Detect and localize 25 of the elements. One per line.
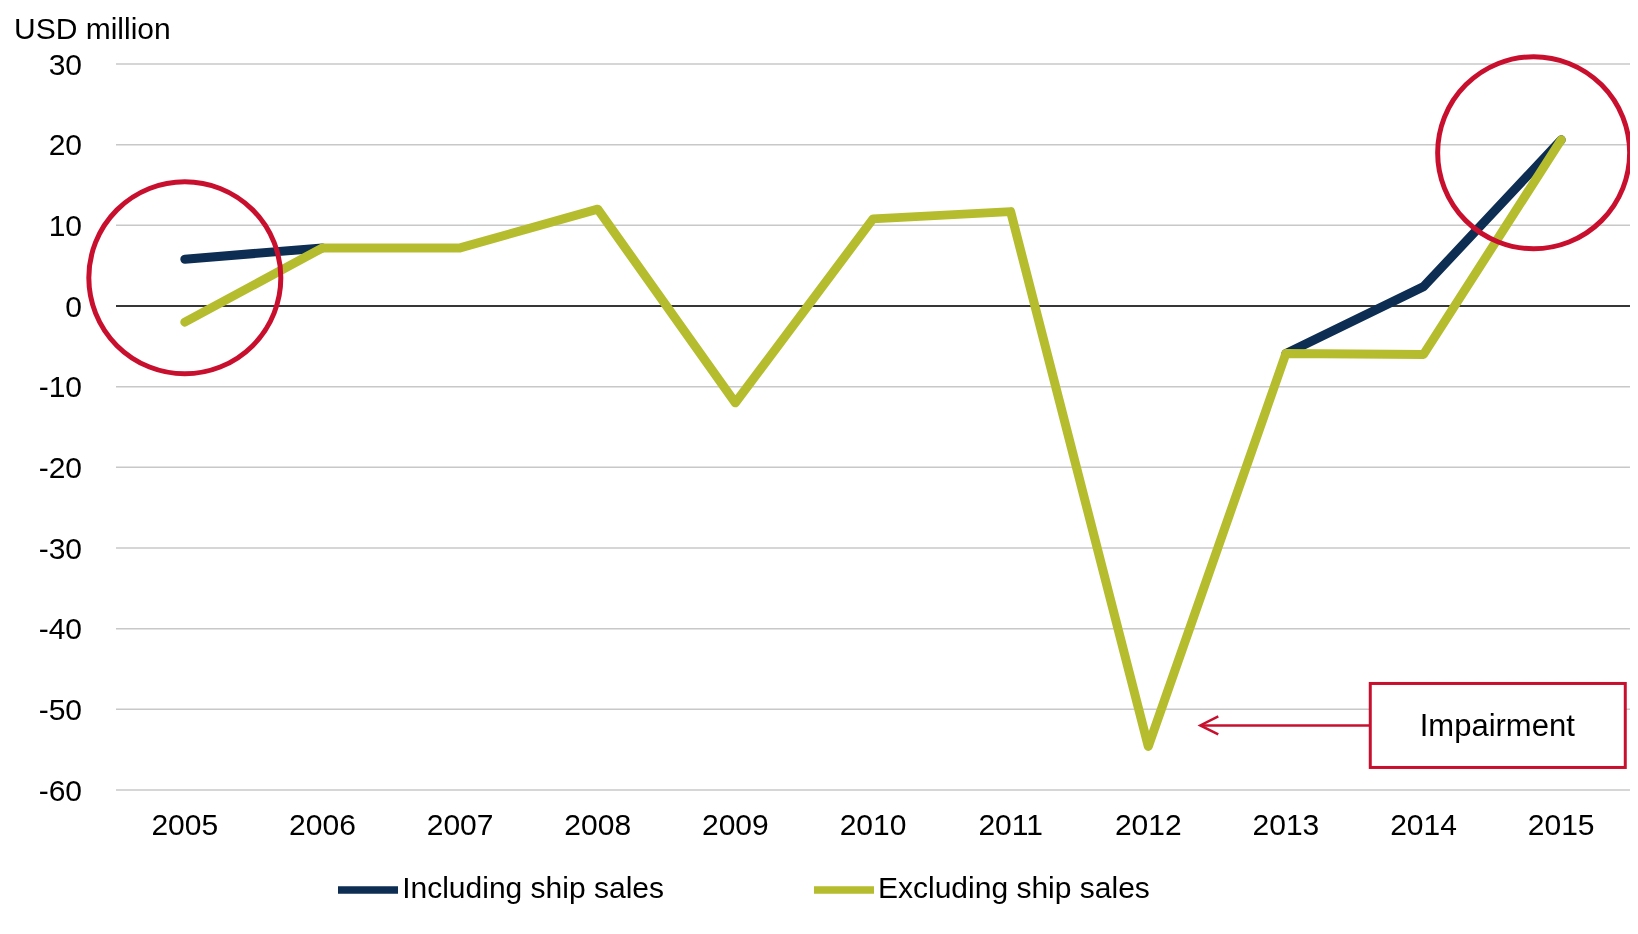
x-tick-label: 2011 xyxy=(978,808,1043,842)
x-tick-label: 2014 xyxy=(1390,808,1457,842)
legend-label: Including ship sales xyxy=(402,870,664,904)
x-tick-label: 2008 xyxy=(564,808,632,842)
x-tick-label: 2005 xyxy=(151,808,219,842)
x-tick-label: 2015 xyxy=(1527,808,1595,842)
y-tick-label: -40 xyxy=(38,612,82,646)
y-tick-label: -10 xyxy=(38,370,82,404)
x-tick-label: 2007 xyxy=(426,808,494,842)
y-tick-label: -20 xyxy=(38,450,82,484)
y-axis-title: USD million xyxy=(14,12,171,46)
y-tick-label: 0 xyxy=(65,289,82,323)
y-tick-label: -50 xyxy=(38,692,82,726)
annotation: Impairment xyxy=(1419,708,1576,744)
x-tick-label: 2013 xyxy=(1252,808,1320,842)
legend-label: Excluding ship sales xyxy=(878,870,1150,904)
y-tick-label: 10 xyxy=(48,208,82,242)
y-tick-label: -30 xyxy=(38,531,82,565)
y-tick-label: 30 xyxy=(48,47,82,81)
x-tick-label: 2012 xyxy=(1114,808,1182,842)
y-tick-label: -60 xyxy=(38,773,82,807)
y-tick-label: 20 xyxy=(48,128,82,162)
x-tick-label: 2006 xyxy=(289,808,356,842)
x-tick-label: 2010 xyxy=(839,808,907,842)
x-tick-label: 2009 xyxy=(701,808,769,842)
